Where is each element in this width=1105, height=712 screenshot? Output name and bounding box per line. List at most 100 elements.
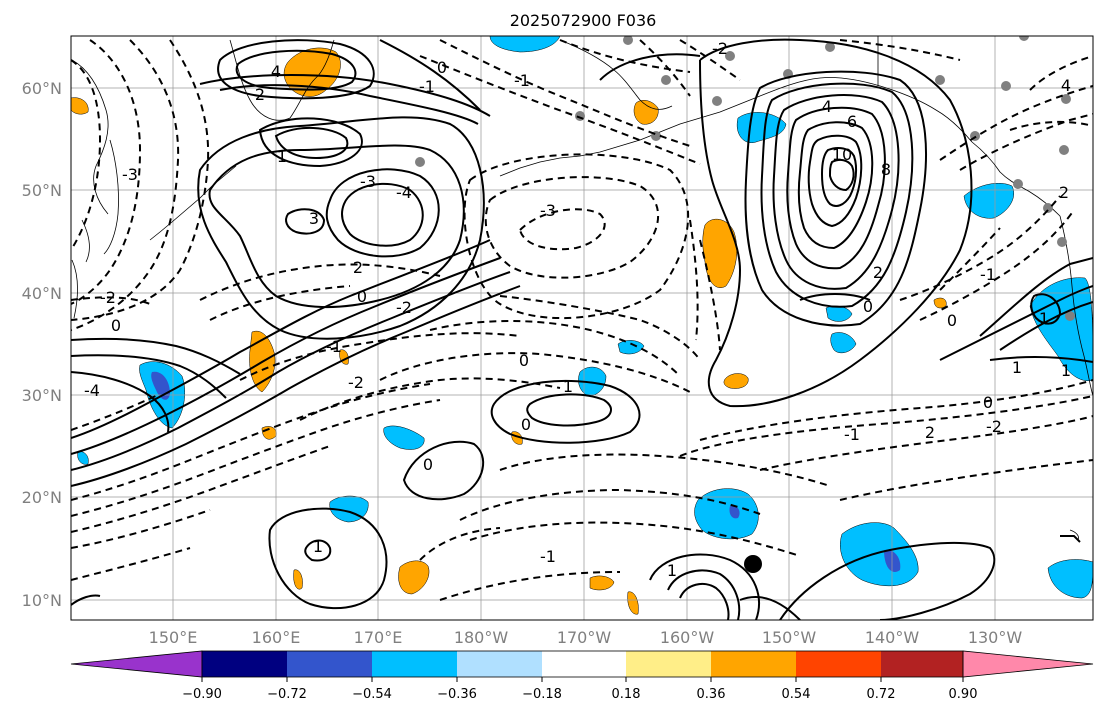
- contour-label: -1: [514, 71, 530, 90]
- contour-label: -2: [100, 288, 116, 307]
- lon-label: 150°W: [762, 628, 817, 647]
- coast-aleutians: [499, 95, 761, 177]
- shade-positive-6: [589, 575, 615, 591]
- contour-label: -1: [980, 265, 996, 284]
- contour-label: -1: [419, 77, 435, 96]
- colorbar-bin: [881, 651, 963, 677]
- contour-label: -1: [326, 337, 342, 356]
- contour-label: 2: [873, 263, 883, 282]
- shade-positive-7: [293, 569, 303, 590]
- colorbar-tick-label: −0.90: [182, 687, 222, 702]
- contour-label: 0: [111, 316, 121, 335]
- coast-okhotsk: [71, 59, 109, 215]
- contour-label: 1: [313, 537, 323, 556]
- contour-label: 4: [1061, 76, 1071, 95]
- shade-positive-1: [702, 218, 737, 288]
- lat-label: 20°N: [22, 488, 62, 507]
- contour-label: 4: [822, 97, 832, 116]
- shade-positive-3: [398, 560, 430, 595]
- contour-label: -2: [348, 373, 364, 392]
- contour-label: 1: [1061, 361, 1071, 380]
- lon-label: 170°W: [557, 628, 612, 647]
- coast-alaska-west: [559, 39, 673, 110]
- shade-negative-12: [830, 332, 857, 354]
- colorbar-bin: [796, 651, 881, 677]
- storm-marker: [744, 555, 762, 573]
- coast-kamchatka: [229, 39, 335, 121]
- coast-us-west: [1059, 215, 1093, 397]
- contour-label: 1: [667, 561, 677, 580]
- lat-label: 40°N: [22, 284, 62, 303]
- coastlines: [71, 36, 1093, 541]
- contour-label: 0: [863, 297, 873, 316]
- colorbar-bin: [287, 651, 372, 677]
- colorbar-bin: [372, 651, 457, 677]
- colorbar-tick-label: −0.36: [437, 687, 477, 702]
- contour-label: 4: [271, 62, 281, 81]
- colorbar-tick-label: −0.18: [522, 687, 562, 702]
- contour-label: 2: [1059, 183, 1069, 202]
- shaded-fields: [71, 36, 1093, 615]
- map-background: [71, 36, 1093, 620]
- coast-kuriles: [149, 165, 237, 241]
- coast-sakhalin: [103, 139, 119, 255]
- colorbar-bin: [457, 651, 542, 677]
- contour-labels: 10 8 6 4 2 1 0 -1 -2 -3 -4 -3 -1 0 1 2 4…: [84, 39, 1071, 580]
- contour-label: 0: [521, 415, 531, 434]
- contour-label: -2: [986, 417, 1002, 436]
- contour-label: 10: [832, 145, 852, 164]
- shade-negative-8: [1047, 559, 1093, 599]
- contour-label: 2: [353, 258, 363, 277]
- colorbar-tick-label: 0.36: [697, 687, 726, 702]
- colorbar-tick-label: 0.90: [949, 687, 978, 702]
- contour-label: 1: [563, 377, 573, 396]
- contour-high-outer: [744, 70, 927, 327]
- contour-label: 0: [947, 311, 957, 330]
- shade-positive-9: [71, 97, 89, 115]
- contour-label: -1: [844, 425, 860, 444]
- dashed-contours: [71, 39, 1093, 601]
- shade-positive-11: [933, 297, 947, 309]
- colorbar-tick-label: −0.54: [352, 687, 392, 702]
- map-title: 2025072900 F036: [510, 11, 657, 30]
- lat-label: 30°N: [22, 386, 62, 405]
- shade-negative-3: [963, 183, 1014, 219]
- colorbar-ticks: [201, 677, 964, 682]
- lon-label: 170°E: [354, 628, 403, 647]
- coast-alaska-south: [759, 77, 973, 143]
- colorbar-bin: [711, 651, 796, 677]
- shade-negative-14: [617, 340, 645, 355]
- colorbar-bin: [202, 651, 287, 677]
- colorbar-extend-high: [962, 650, 1094, 678]
- map-frame: [70, 35, 1094, 621]
- longitude-labels: 150°E 160°E 170°E 180°W 170°W 160°W 150°…: [149, 628, 1023, 647]
- contour-label: 1: [1012, 358, 1022, 377]
- contour-label: 0: [519, 351, 529, 370]
- contour-label: 0: [983, 393, 993, 412]
- contour-label: -2: [396, 298, 412, 317]
- colorbar: −0.90 −0.72 −0.54 −0.36 −0.18 0.18 0.36 …: [70, 650, 1094, 702]
- colorbar-extend-low: [70, 650, 203, 678]
- lat-label: 10°N: [22, 591, 62, 610]
- contour-label: 1: [1039, 309, 1049, 328]
- shade-positive-4: [633, 100, 659, 125]
- lon-label: 150°E: [149, 628, 198, 647]
- lat-label: 60°N: [22, 79, 62, 98]
- contour-label: -1: [540, 547, 556, 566]
- contour-label: 3: [309, 209, 319, 228]
- lon-label: 140°W: [865, 628, 920, 647]
- contour-label: 2: [255, 85, 265, 104]
- shade-negative-11: [489, 36, 561, 53]
- contour-label: -2: [712, 39, 728, 58]
- lon-label: 130°W: [968, 628, 1023, 647]
- contour-label: 0: [357, 287, 367, 306]
- shade-negative-15: [77, 451, 89, 465]
- contour-label: 0: [437, 58, 447, 77]
- contour-label: -3: [360, 172, 376, 191]
- map-panel: 10 8 6 4 2 1 0 -1 -2 -3 -4 -3 -1 0 1 2 4…: [70, 35, 1094, 621]
- contour-label: -4: [396, 183, 412, 202]
- colorbar-tick-label: −0.72: [267, 687, 307, 702]
- solid-contours: [71, 38, 1093, 620]
- contour-label: -3: [122, 165, 138, 184]
